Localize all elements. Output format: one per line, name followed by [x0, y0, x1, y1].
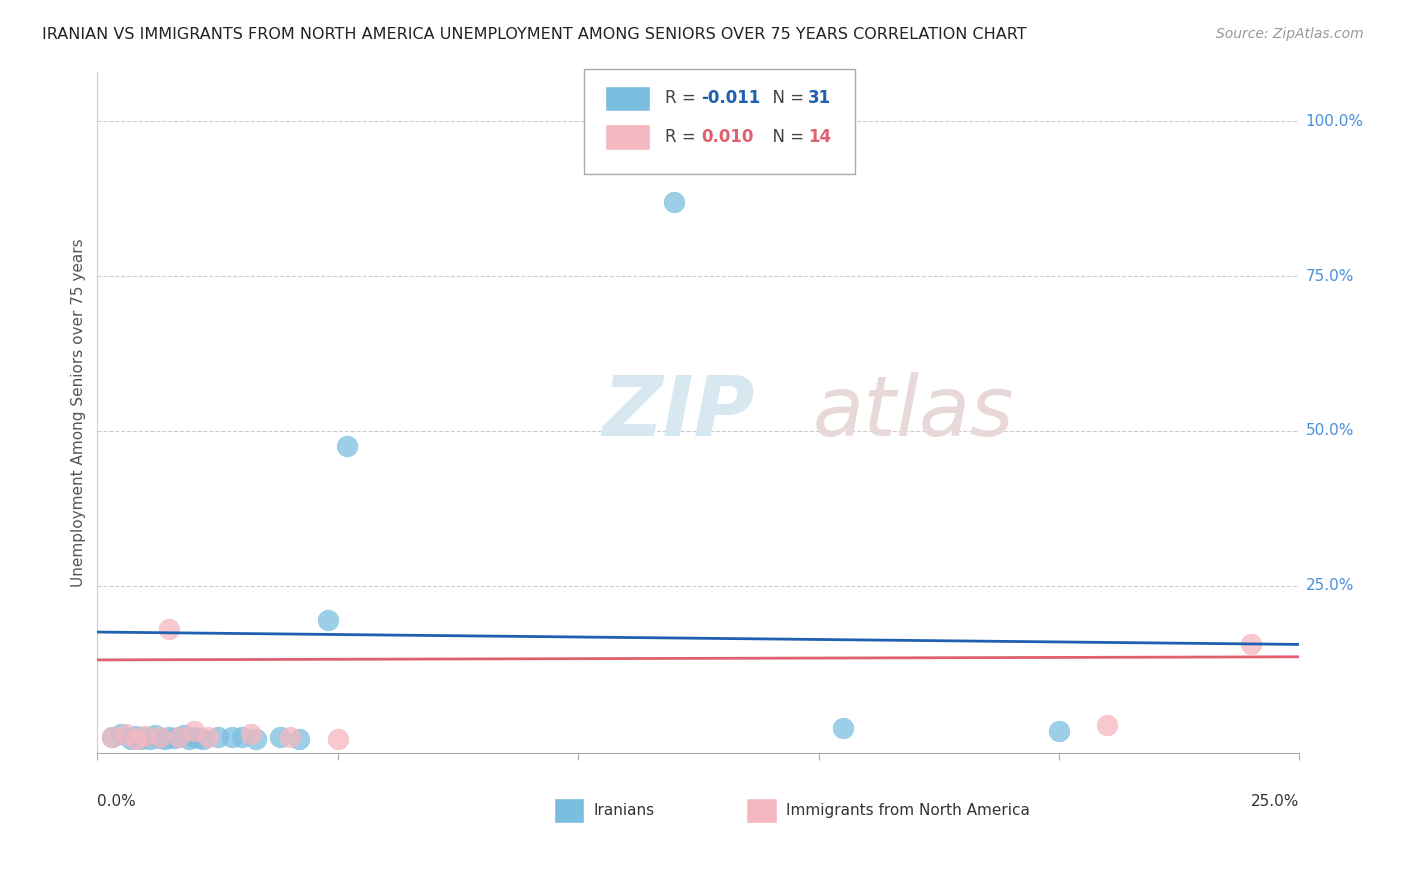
Point: [110, 727, 132, 741]
Point: [183, 724, 205, 739]
Text: Immigrants from North America: Immigrants from North America: [786, 803, 1031, 818]
Text: R =: R =: [665, 89, 700, 107]
Point: [664, 194, 686, 209]
Point: [326, 731, 349, 746]
Point: [759, 139, 782, 153]
Point: [187, 731, 209, 745]
Text: 50.0%: 50.0%: [1305, 424, 1354, 438]
Text: 14: 14: [808, 128, 831, 145]
Text: Source: ZipAtlas.com: Source: ZipAtlas.com: [1216, 27, 1364, 41]
Point: [1240, 637, 1263, 651]
Point: [197, 731, 219, 745]
Point: [240, 727, 263, 741]
Point: [245, 731, 267, 746]
Point: [163, 731, 186, 745]
Point: [1095, 718, 1118, 732]
Point: [173, 728, 195, 742]
Point: [100, 731, 122, 745]
Text: R =: R =: [665, 128, 700, 145]
Text: 31: 31: [808, 89, 831, 107]
Point: [831, 721, 853, 735]
Point: [143, 728, 166, 742]
Point: [139, 731, 162, 746]
Point: [153, 731, 176, 746]
Bar: [554, 798, 585, 822]
Point: [183, 731, 205, 745]
Text: ZIP: ZIP: [602, 372, 755, 453]
Point: [100, 731, 122, 745]
Text: -0.011: -0.011: [700, 89, 761, 107]
Point: [177, 731, 200, 746]
Text: 0.0%: 0.0%: [97, 794, 136, 808]
Point: [336, 439, 359, 453]
Point: [221, 730, 243, 744]
Point: [316, 613, 339, 627]
Point: [149, 731, 172, 745]
Bar: [605, 124, 651, 150]
Point: [167, 731, 190, 745]
Point: [134, 731, 156, 745]
Text: 0.010: 0.010: [700, 128, 754, 145]
Text: IRANIAN VS IMMIGRANTS FROM NORTH AMERICA UNEMPLOYMENT AMONG SENIORS OVER 75 YEAR: IRANIAN VS IMMIGRANTS FROM NORTH AMERICA…: [42, 27, 1026, 42]
Text: atlas: atlas: [813, 372, 1014, 453]
Point: [129, 732, 152, 747]
Point: [288, 731, 311, 746]
Y-axis label: Unemployment Among Seniors over 75 years: Unemployment Among Seniors over 75 years: [72, 238, 86, 587]
Point: [115, 727, 138, 741]
Point: [278, 731, 301, 745]
Point: [125, 731, 148, 746]
Text: 75.0%: 75.0%: [1305, 268, 1354, 284]
Point: [159, 622, 181, 636]
Point: [269, 731, 291, 745]
Point: [159, 730, 181, 744]
Point: [167, 731, 190, 745]
Point: [125, 729, 148, 743]
Text: 25.0%: 25.0%: [1251, 794, 1299, 808]
Bar: [747, 798, 776, 822]
Point: [120, 731, 142, 746]
Point: [1047, 724, 1070, 739]
Point: [191, 731, 214, 746]
Point: [207, 731, 229, 745]
Text: 25.0%: 25.0%: [1305, 578, 1354, 593]
Text: Iranians: Iranians: [593, 803, 655, 818]
Point: [711, 145, 734, 160]
Text: N =: N =: [762, 89, 810, 107]
Text: 100.0%: 100.0%: [1305, 114, 1364, 129]
Point: [149, 731, 172, 745]
Bar: [605, 86, 651, 112]
Point: [231, 731, 253, 745]
Text: N =: N =: [762, 128, 810, 145]
FancyBboxPatch shape: [585, 69, 855, 174]
Point: [134, 729, 156, 743]
